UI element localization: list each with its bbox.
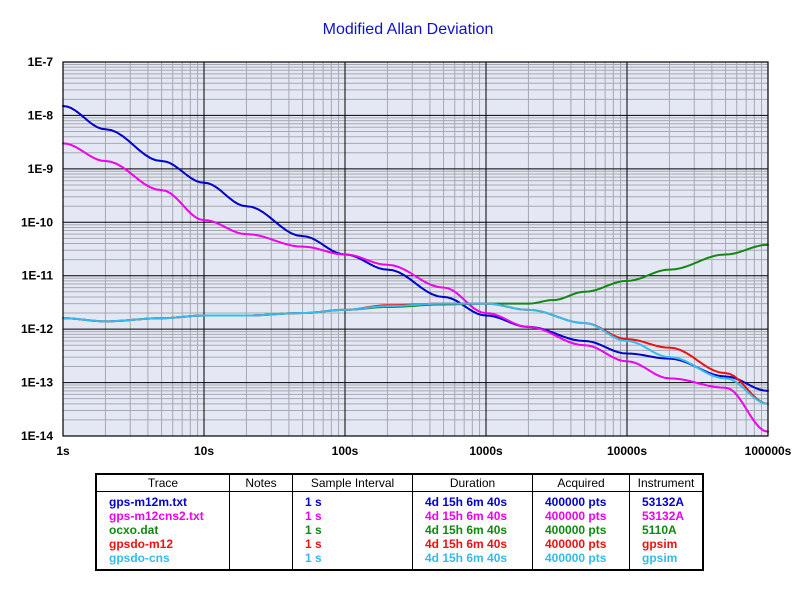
- legend-duration: 4d 15h 6m 40s: [412, 491, 533, 509]
- series-layer: [62, 105, 769, 433]
- series-line-gps-m12m-txt: [62, 105, 769, 392]
- legend-acquired: 400000 pts: [532, 537, 630, 551]
- y-tick-label: 1E-7: [28, 55, 54, 69]
- header-duration: Duration: [412, 474, 533, 492]
- y-tick-label: 1E-11: [22, 269, 54, 283]
- x-tick-label: 1s: [56, 444, 70, 458]
- legend-acquired: 400000 pts: [532, 491, 630, 509]
- legend-row: gpsdo-cns 1 s 4d 15h 6m 40s 400000 pts g…: [96, 551, 704, 570]
- x-tick-label: 10s: [194, 444, 214, 458]
- plot-frame: [62, 61, 769, 437]
- legend-interval: 1 s: [292, 509, 413, 523]
- x-tick-label: 100000s: [745, 444, 792, 458]
- legend-instrument: 53132A: [629, 491, 704, 509]
- x-tick-label: 1000s: [469, 444, 503, 458]
- legend-acquired: 400000 pts: [532, 523, 630, 537]
- y-axis-ticks: 1E-7 1E-8 1E-9 1E-10 1E-11 1E-12 1E-13 1E-14: [21, 55, 53, 443]
- legend-table: Trace Notes Sample Interval Duration Acq…: [95, 473, 704, 571]
- x-tick-label: 100s: [332, 444, 359, 458]
- header-notes: Notes: [229, 474, 293, 492]
- legend-trace: gpsdo-m12: [96, 537, 230, 551]
- allan-deviation-chart: Modified Allan Deviation 1s 10s 100s 1000s 1…: [21, 21, 792, 458]
- y-tick-label: 1E-12: [21, 322, 53, 336]
- legend-interval: 1 s: [292, 491, 413, 509]
- header-acquired: Acquired: [532, 474, 630, 492]
- legend-row: gps-m12cns2.txt 1 s 4d 15h 6m 40s 400000…: [96, 509, 704, 523]
- legend-duration: 4d 15h 6m 40s: [412, 509, 533, 523]
- legend-notes: [229, 491, 293, 509]
- legend-notes: [229, 551, 293, 570]
- legend-trace: ocxo.dat: [96, 523, 230, 537]
- legend-acquired: 400000 pts: [532, 551, 630, 570]
- y-tick-label: 1E-8: [28, 108, 54, 122]
- legend-interval: 1 s: [292, 551, 413, 570]
- legend-trace: gps-m12m.txt: [96, 491, 230, 509]
- header-trace: Trace: [96, 474, 230, 492]
- y-tick-label: 1E-13: [21, 376, 53, 390]
- legend-duration: 4d 15h 6m 40s: [412, 537, 533, 551]
- series-line-gps-m12cns2-txt: [62, 142, 769, 433]
- plot-area: [63, 62, 768, 436]
- x-tick-label: 10000s: [607, 444, 647, 458]
- legend-row: gps-m12m.txt 1 s 4d 15h 6m 40s 400000 pt…: [96, 491, 704, 509]
- legend-duration: 4d 15h 6m 40s: [412, 551, 533, 570]
- legend-row: gpsdo-m12 1 s 4d 15h 6m 40s 400000 pts g…: [96, 537, 704, 551]
- legend-acquired: 400000 pts: [532, 509, 630, 523]
- major-grid: [63, 62, 768, 436]
- legend-instrument: gpsim: [629, 551, 704, 570]
- header-instrument: Instrument: [629, 474, 704, 492]
- legend-trace: gps-m12cns2.txt: [96, 509, 230, 523]
- legend-interval: 1 s: [292, 523, 413, 537]
- y-tick-label: 1E-10: [21, 215, 53, 229]
- legend-notes: [229, 509, 293, 523]
- legend-instrument: 53132A: [629, 509, 704, 523]
- legend-interval: 1 s: [292, 537, 413, 551]
- legend-notes: [229, 537, 293, 551]
- y-tick-label: 1E-14: [21, 429, 53, 443]
- legend-row: ocxo.dat 1 s 4d 15h 6m 40s 400000 pts 51…: [96, 523, 704, 537]
- legend-notes: [229, 523, 293, 537]
- header-sample-interval: Sample Interval: [292, 474, 413, 492]
- legend-trace: gpsdo-cns: [96, 551, 230, 570]
- chart-title: Modified Allan Deviation: [323, 21, 494, 38]
- y-tick-label: 1E-9: [28, 162, 54, 176]
- series-line-gpsdo-cns: [62, 302, 769, 405]
- legend-instrument: 5110A: [629, 523, 704, 537]
- legend-duration: 4d 15h 6m 40s: [412, 523, 533, 537]
- legend-instrument: gpsim: [629, 537, 704, 551]
- legend-header-row: Trace Notes Sample Interval Duration Acq…: [96, 474, 704, 492]
- x-axis-ticks: 1s 10s 100s 1000s 10000s 100000s: [56, 444, 791, 458]
